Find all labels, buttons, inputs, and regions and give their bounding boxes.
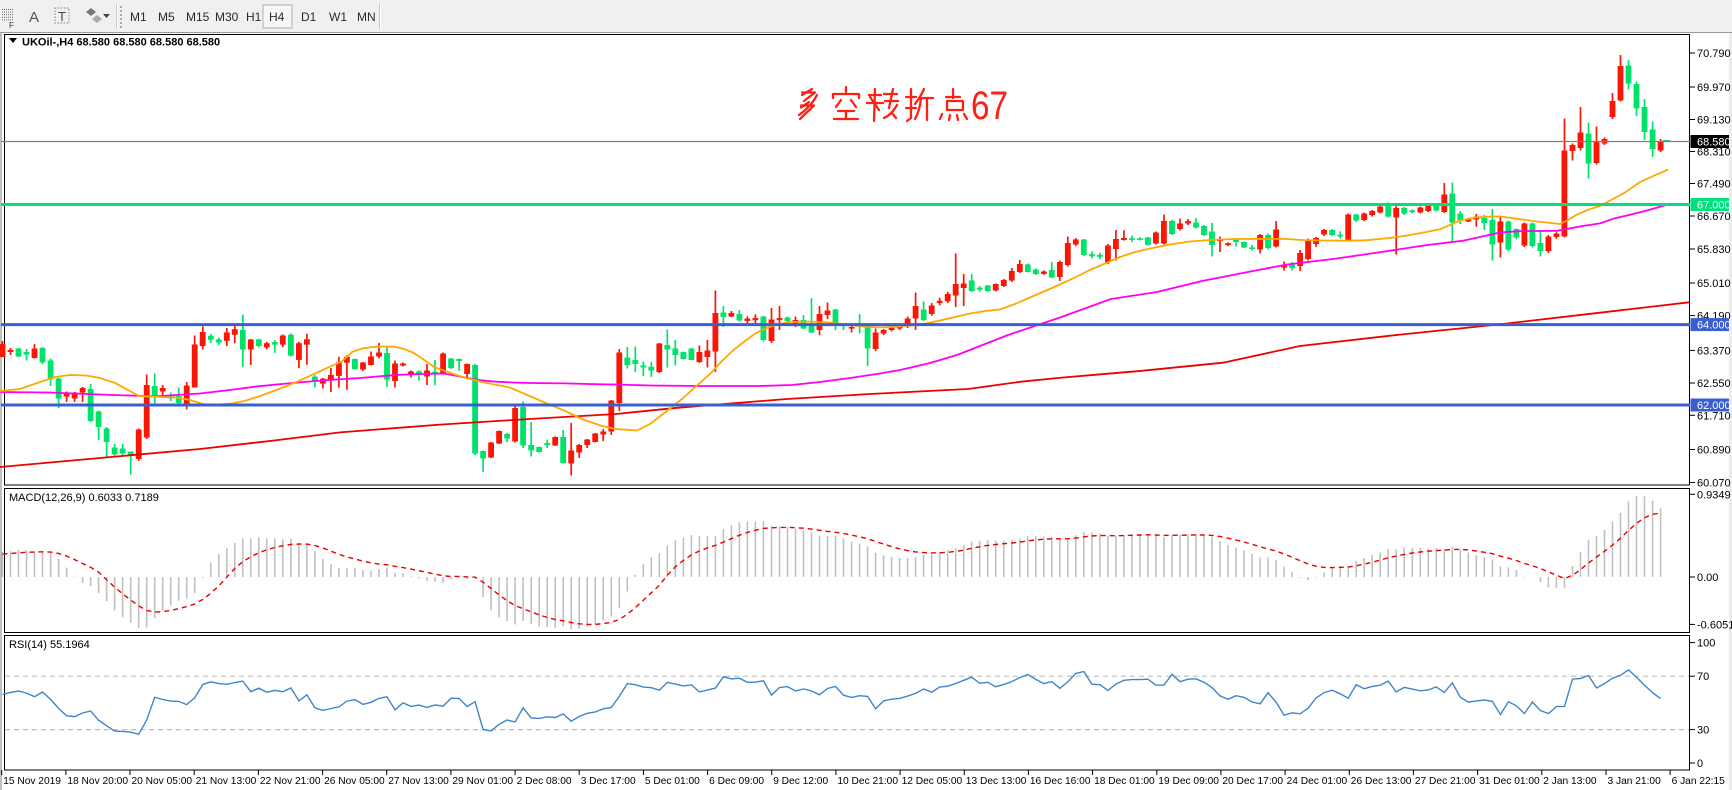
svg-text:19 Dec 09:00: 19 Dec 09:00 [1158, 776, 1219, 787]
svg-text:MN: MN [357, 10, 376, 24]
svg-text:2 Dec 08:00: 2 Dec 08:00 [517, 776, 572, 787]
svg-text:61.710: 61.710 [1697, 410, 1731, 422]
svg-text:20 Dec 17:00: 20 Dec 17:00 [1222, 776, 1283, 787]
svg-text:D1: D1 [301, 10, 317, 24]
svg-text:22 Nov 21:00: 22 Nov 21:00 [260, 776, 321, 787]
svg-text:H1: H1 [246, 10, 262, 24]
svg-text:3 Dec 17:00: 3 Dec 17:00 [581, 776, 636, 787]
svg-text:62.000: 62.000 [1697, 400, 1731, 412]
svg-text:M1: M1 [130, 10, 147, 24]
svg-text:21 Nov 13:00: 21 Nov 13:00 [196, 776, 257, 787]
svg-text:68.580: 68.580 [1697, 137, 1731, 149]
svg-text:24 Dec 01:00: 24 Dec 01:00 [1287, 776, 1348, 787]
svg-text:26 Nov 05:00: 26 Nov 05:00 [324, 776, 385, 787]
svg-text:18 Nov 20:00: 18 Nov 20:00 [67, 776, 128, 787]
svg-text:27 Nov 13:00: 27 Nov 13:00 [388, 776, 449, 787]
svg-text:RSI(14) 55.1964: RSI(14) 55.1964 [9, 639, 90, 651]
svg-text:16 Dec 16:00: 16 Dec 16:00 [1030, 776, 1091, 787]
svg-text:26 Dec 13:00: 26 Dec 13:00 [1351, 776, 1412, 787]
svg-text:69.130: 69.130 [1697, 115, 1731, 127]
svg-text:3 Jan 21:00: 3 Jan 21:00 [1608, 776, 1662, 787]
svg-text:15 Nov 2019: 15 Nov 2019 [3, 776, 61, 787]
svg-text:31 Dec 01:00: 31 Dec 01:00 [1479, 776, 1540, 787]
svg-text:18 Dec 01:00: 18 Dec 01:00 [1094, 776, 1155, 787]
svg-text:A: A [29, 9, 39, 26]
svg-text:0: 0 [1697, 758, 1703, 770]
svg-text:6 Jan 22:15: 6 Jan 22:15 [1672, 776, 1726, 787]
svg-text:64.000: 64.000 [1697, 320, 1731, 332]
svg-text:100: 100 [1697, 638, 1715, 650]
svg-text:H4: H4 [269, 10, 285, 24]
svg-text:UKOil-,H4 68.580 68.580 68.58: UKOil-,H4 68.580 68.580 68.580 68.580 [22, 37, 220, 49]
svg-text:60.890: 60.890 [1697, 445, 1731, 457]
svg-text:F: F [9, 21, 14, 30]
svg-text:W1: W1 [329, 10, 347, 24]
svg-text:69.970: 69.970 [1697, 82, 1731, 94]
svg-text:62.550: 62.550 [1697, 378, 1731, 390]
svg-text:2 Jan 13:00: 2 Jan 13:00 [1543, 776, 1597, 787]
svg-text:60.070: 60.070 [1697, 478, 1731, 490]
svg-text:6 Dec 09:00: 6 Dec 09:00 [709, 776, 764, 787]
svg-text:M5: M5 [158, 10, 175, 24]
svg-text:65.830: 65.830 [1697, 244, 1731, 256]
svg-text:70: 70 [1697, 671, 1709, 683]
svg-text:13 Dec 13:00: 13 Dec 13:00 [966, 776, 1027, 787]
svg-text:0.00: 0.00 [1697, 572, 1718, 584]
svg-text:20 Nov 05:00: 20 Nov 05:00 [132, 776, 193, 787]
svg-text:0.9349: 0.9349 [1697, 489, 1731, 501]
svg-text:10 Dec 21:00: 10 Dec 21:00 [837, 776, 898, 787]
svg-text:68.310: 68.310 [1697, 147, 1731, 159]
svg-text:63.370: 63.370 [1697, 345, 1731, 357]
svg-text:M30: M30 [215, 10, 239, 24]
svg-text:29 Nov 01:00: 29 Nov 01:00 [452, 776, 513, 787]
svg-text:30: 30 [1697, 725, 1709, 737]
svg-text:65.010: 65.010 [1697, 278, 1731, 290]
svg-text:67.490: 67.490 [1697, 179, 1731, 191]
svg-text:MACD(12,26,9) 0.6033 0.7189: MACD(12,26,9) 0.6033 0.7189 [9, 492, 159, 504]
svg-text:12 Dec 05:00: 12 Dec 05:00 [902, 776, 963, 787]
svg-text:67.000: 67.000 [1697, 200, 1731, 212]
svg-text:9 Dec 12:00: 9 Dec 12:00 [773, 776, 828, 787]
svg-text:66.670: 66.670 [1697, 211, 1731, 223]
svg-text:67: 67 [971, 84, 1008, 128]
svg-text:70.790: 70.790 [1697, 48, 1731, 60]
svg-text:-0.6051: -0.6051 [1697, 619, 1732, 631]
svg-text:27 Dec 21:00: 27 Dec 21:00 [1415, 776, 1476, 787]
svg-text:M15: M15 [186, 10, 210, 24]
svg-text:5 Dec 01:00: 5 Dec 01:00 [645, 776, 700, 787]
svg-text:T: T [58, 9, 66, 24]
